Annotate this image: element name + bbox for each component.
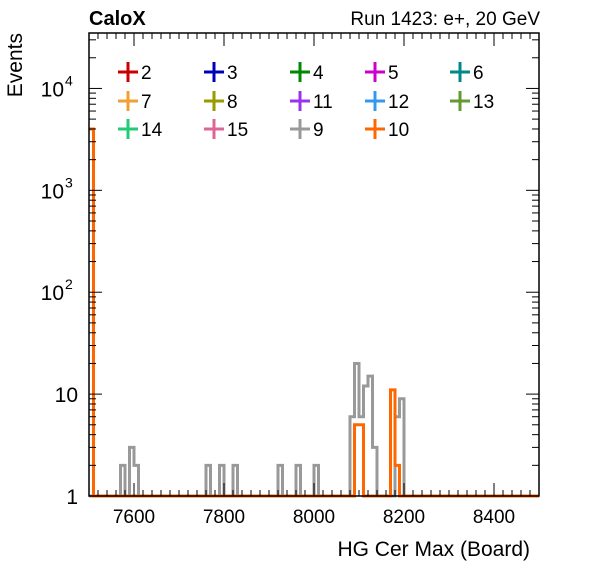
y-tick-label: 10 [41, 78, 64, 101]
legend-label: 9 [313, 120, 324, 141]
legend: 2 3 4 5 6 7 8 11 12 13 14 15 9 10 [118, 62, 494, 141]
run-info-label: Run 1423: e+, 20 GeV [350, 9, 540, 30]
plot-frame [88, 32, 540, 497]
brand-label: CaloX [89, 8, 146, 30]
legend-label: 4 [313, 63, 324, 84]
legend-entry-10: 10 [365, 119, 409, 141]
y-tick-label: 10 [41, 180, 64, 203]
legend-entry-13: 13 [450, 91, 494, 113]
legend-entry-15: 15 [204, 119, 248, 141]
legend-label: 8 [227, 92, 238, 113]
legend-entry-11: 11 [290, 91, 333, 113]
x-tick-label: 8400 [473, 507, 515, 528]
legend-entry-8: 8 [204, 91, 238, 113]
legend-label: 6 [473, 63, 484, 84]
legend-entry-2: 2 [118, 62, 152, 84]
legend-entry-14: 14 [118, 119, 163, 141]
x-axis-label: HG Cer Max (Board) [337, 538, 530, 561]
series-9-histogram [89, 361, 539, 498]
legend-label: 12 [388, 92, 409, 113]
y-tick-label: 10 [55, 384, 78, 407]
y-tick-exponent: 4 [65, 72, 73, 88]
legend-label: 11 [313, 92, 333, 113]
legend-entry-9: 9 [290, 119, 324, 141]
x-tick-label: 7600 [113, 507, 155, 528]
y-tick-exponent: 2 [65, 276, 73, 292]
legend-label: 2 [141, 63, 152, 84]
y-tick-label: 1 [66, 486, 78, 509]
legend-label: 15 [227, 120, 248, 141]
legend-label: 13 [473, 92, 494, 113]
legend-label: 3 [227, 63, 238, 84]
y-tick-label: 10 [41, 282, 64, 305]
legend-entry-7: 7 [118, 91, 152, 113]
legend-label: 5 [388, 63, 399, 84]
legend-label: 14 [141, 120, 163, 141]
legend-entry-12: 12 [365, 91, 409, 113]
y-axis-label: Events [4, 33, 27, 97]
y-tick-exponent: 3 [65, 174, 73, 190]
legend-entry-3: 3 [204, 62, 238, 84]
data-layer [89, 127, 539, 498]
series-10-histogram [89, 127, 539, 498]
legend-entry-4: 4 [290, 62, 324, 84]
legend-entry-6: 6 [450, 62, 484, 84]
x-tick-label: 8000 [293, 507, 335, 528]
legend-label: 10 [388, 120, 409, 141]
legend-label: 7 [141, 92, 152, 113]
x-tick-label: 7800 [203, 507, 245, 528]
x-tick-label: 8200 [383, 507, 425, 528]
legend-entry-5: 5 [365, 62, 399, 84]
